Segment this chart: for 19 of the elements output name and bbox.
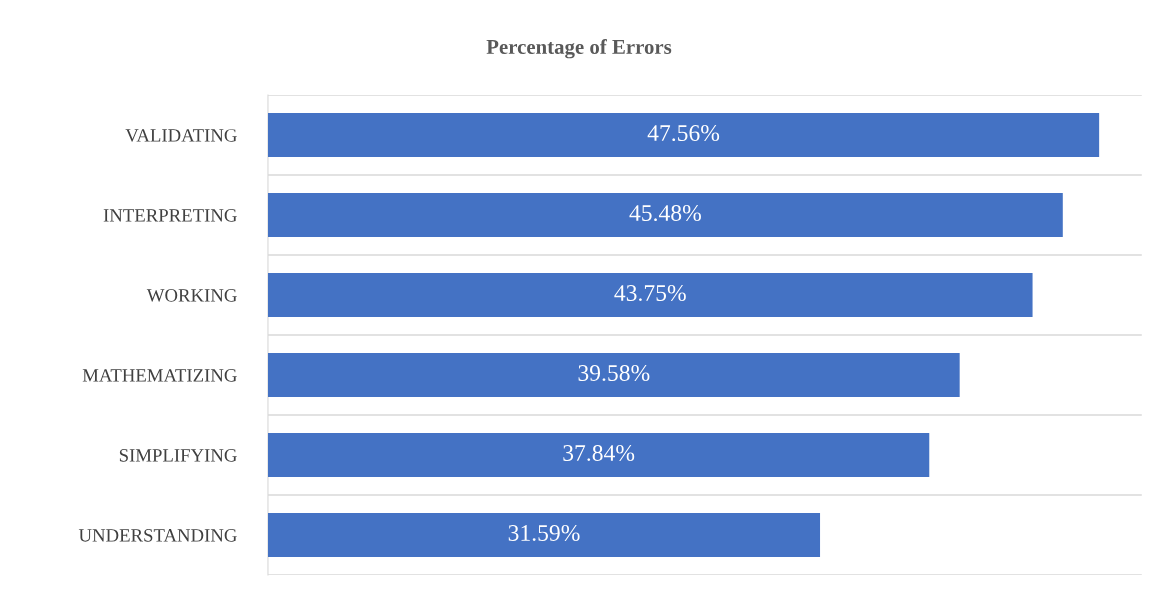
y-tick-label: SIMPLIFYING [119, 449, 237, 462]
bar [267, 193, 1063, 238]
data-label: 45.48% [629, 205, 701, 222]
data-label: 47.56% [647, 125, 720, 142]
bar [267, 113, 1100, 158]
bar [267, 513, 821, 557]
bar [267, 273, 1033, 318]
bar [267, 353, 960, 398]
y-tick-label: WORKING [146, 289, 237, 302]
y-tick-label: MATHEMATIZING [82, 369, 237, 382]
y-tick-label: VALIDATING [125, 129, 237, 142]
chart-title: Percentage of Errors [486, 39, 672, 59]
y-tick-label: UNDERSTANDING [78, 529, 237, 542]
data-label: 43.75% [614, 285, 686, 302]
data-label: 39.58% [578, 364, 650, 382]
y-tick-label: INTERPRETING [103, 209, 237, 222]
data-label: 31.59% [508, 524, 580, 542]
bar [267, 433, 930, 477]
data-label: 37.84% [563, 444, 635, 462]
